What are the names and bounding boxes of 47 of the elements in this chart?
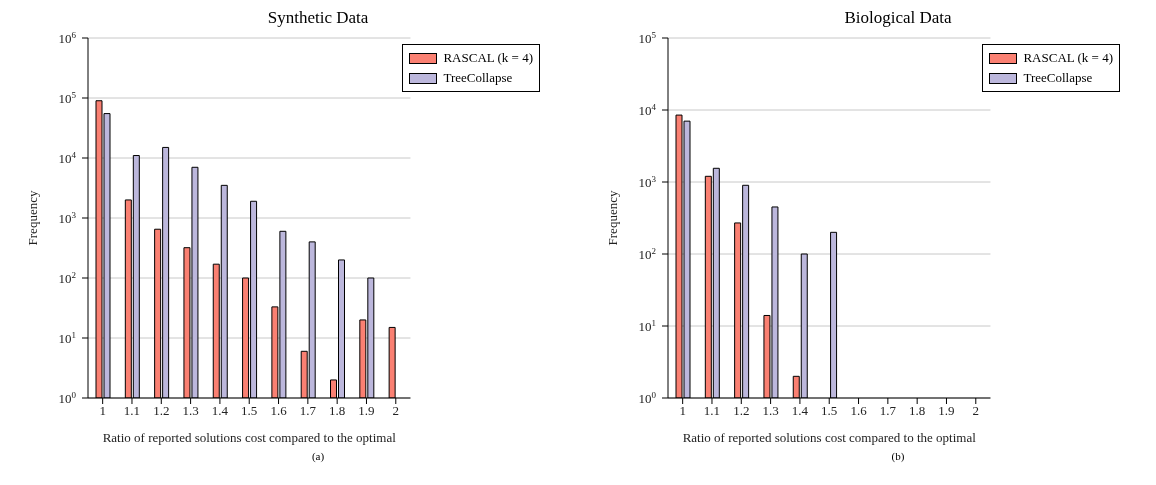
y-tick-label: 10$^{2}$ (58, 270, 76, 286)
y-tick-label: 10$^{5}$ (58, 90, 77, 106)
y-axis-title: Frequency (604, 190, 620, 246)
x-axis-title: Ratio of reported solutions cost compared to the optimal (102, 430, 397, 445)
text: (b) (890, 450, 906, 462)
x-tick-label: 1.4 (211, 403, 229, 419)
x-tick-label: 1.6 (850, 403, 868, 419)
x-tick-label: 1.8 (909, 403, 926, 419)
y-tick-label: 10$^{0}$ (58, 390, 77, 406)
x-tick-label: 1.6 (270, 403, 288, 419)
x-tick-label: 1.1 (123, 403, 141, 419)
y-tick-label: 10$^{5}$ (638, 30, 657, 46)
x-axis-title: Ratio of reported solutions cost compared to the optimal (682, 430, 977, 445)
x-tick-label: 1.4 (791, 403, 809, 419)
y-tick-label: 10$^{3}$ (58, 210, 77, 226)
chart-title: Synthetic Data (266, 8, 370, 29)
x-tick-label: 1.8 (329, 403, 346, 419)
chart-title: Biological Data (843, 8, 953, 29)
y-tick-label: 10$^{2}$ (638, 246, 656, 262)
x-tick-label: 1.1 (703, 403, 721, 419)
x-tick-label: 1.5 (241, 403, 258, 419)
y-tick-label: 10$^{4}$ (638, 102, 657, 118)
x-tick-label: 1.3 (762, 403, 779, 419)
legend-label: TreeCollapse (1023, 69, 1093, 87)
legend-label: TreeCollapse (443, 69, 513, 87)
y-tick-label: 10$^{3}$ (638, 174, 657, 190)
x-tick-label: 2 (972, 403, 980, 419)
y-tick-label: 10$^{0}$ (638, 390, 657, 406)
x-tick-label: 1.7 (299, 403, 317, 419)
x-tick-label: 2 (392, 403, 400, 419)
legend-label: RASCAL (k = 4) (443, 49, 533, 67)
text: (a) (310, 450, 326, 462)
x-tick-label: 1.2 (733, 403, 750, 419)
y-tick-label: 10$^{1}$ (58, 330, 76, 346)
legend-label: RASCAL (k = 4) (1023, 49, 1113, 67)
y-tick-label: 10$^{1}$ (638, 318, 656, 334)
x-tick-label: 1.9 (938, 403, 955, 419)
x-tick-label: 1 (99, 403, 106, 419)
x-tick-label: 1.2 (153, 403, 170, 419)
x-tick-label: 1.3 (182, 403, 199, 419)
y-axis-title: Frequency (24, 190, 40, 246)
x-tick-label: 1.9 (358, 403, 375, 419)
x-tick-label: 1.5 (821, 403, 838, 419)
x-tick-label: 1.7 (879, 403, 897, 419)
y-tick-label: 10$^{6}$ (58, 30, 77, 46)
x-tick-label: 1 (679, 403, 686, 419)
y-tick-label: 10$^{4}$ (58, 150, 77, 166)
